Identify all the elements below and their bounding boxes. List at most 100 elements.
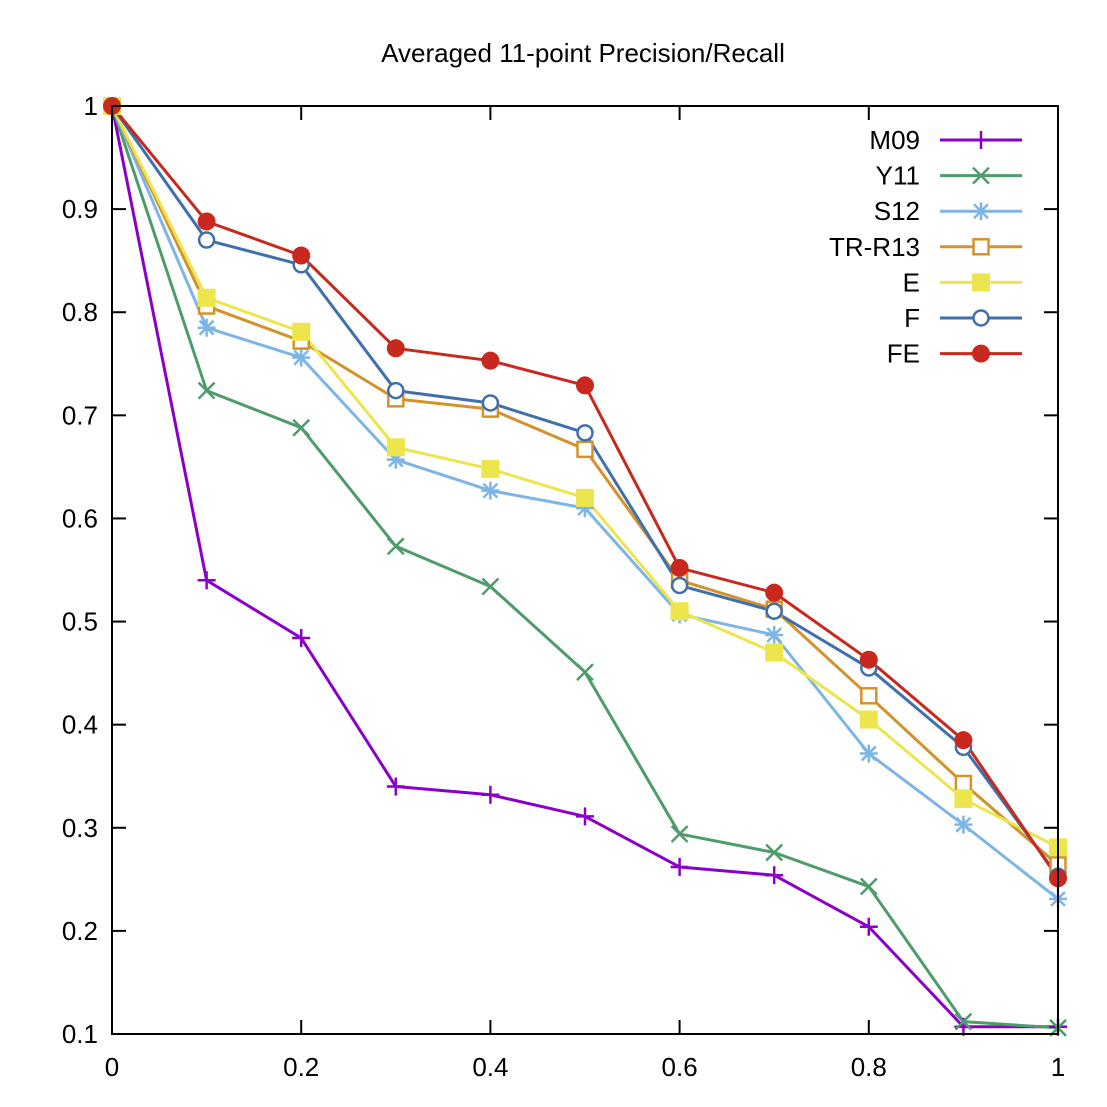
y-tick-label: 1 bbox=[84, 91, 98, 121]
point-f bbox=[765, 602, 783, 620]
y-tick-label: 0.5 bbox=[62, 607, 98, 637]
point-fe-shape bbox=[481, 351, 500, 370]
y-tick-label: 0.9 bbox=[62, 194, 98, 224]
point-y11-d2 bbox=[576, 663, 594, 681]
point-y11-d2 bbox=[670, 825, 689, 843]
y-tick-label: 0.4 bbox=[62, 710, 98, 740]
point-m09 bbox=[670, 857, 689, 876]
point-y11-d2 bbox=[292, 418, 311, 437]
legend-label: FE bbox=[887, 339, 920, 369]
point-m09 bbox=[859, 917, 878, 936]
point-fe bbox=[859, 650, 878, 669]
y-tick-label: 0.1 bbox=[62, 1019, 98, 1049]
point-e-shape bbox=[197, 288, 216, 307]
point-tr-r13-shape bbox=[576, 440, 594, 459]
point-f bbox=[197, 231, 216, 249]
point-y11-d2 bbox=[859, 877, 878, 896]
x-tick-label: 0.2 bbox=[283, 1052, 319, 1082]
y-tick-label: 0.3 bbox=[62, 813, 98, 843]
point-tr-r13 bbox=[860, 687, 878, 705]
point-s12-d2 bbox=[198, 319, 215, 336]
point-s12 bbox=[197, 318, 216, 337]
chart-title: Averaged 11-point Precision/Recall bbox=[381, 38, 785, 68]
point-s12-d2 bbox=[766, 627, 783, 643]
point-e bbox=[292, 322, 311, 341]
legend-marker bbox=[972, 309, 990, 327]
point-fe-shape bbox=[765, 583, 784, 602]
legend-item-fe: FE bbox=[887, 339, 1022, 369]
point-y11 bbox=[386, 537, 405, 556]
point-m09 bbox=[386, 777, 405, 796]
point-e bbox=[197, 288, 216, 307]
point-f bbox=[576, 424, 594, 442]
y-tick-label: 0.2 bbox=[62, 916, 98, 946]
legend-marker-shape bbox=[972, 273, 990, 292]
point-e bbox=[386, 438, 405, 457]
point-m09 bbox=[481, 785, 500, 804]
point-y11 bbox=[670, 825, 689, 843]
point-tr-r13-shape bbox=[954, 774, 973, 793]
x-tick-label: 0.4 bbox=[472, 1052, 508, 1082]
x-tick-label: 0.8 bbox=[851, 1052, 887, 1082]
point-f bbox=[387, 381, 405, 400]
point-y11 bbox=[197, 381, 216, 400]
point-s12 bbox=[765, 625, 784, 644]
point-e-shape bbox=[292, 322, 311, 341]
point-fe bbox=[670, 558, 689, 577]
point-y11 bbox=[859, 877, 878, 896]
point-f-shape bbox=[670, 576, 689, 595]
legend: M09 Y11 S12 TR-R13 EF FE bbox=[829, 125, 1022, 369]
point-e-shape bbox=[386, 438, 405, 457]
point-e-shape bbox=[670, 602, 689, 621]
point-e bbox=[765, 643, 784, 662]
plot-frame bbox=[111, 105, 1059, 1035]
point-e-shape bbox=[765, 643, 784, 662]
axis-tick-labels: 0 0.2 0.4 0.6 0.8 1 0.1 0.2 0.3 0.4 0.5 0.6 0.7 0.8 0.… bbox=[62, 91, 1065, 1082]
legend-item-m09: M09 bbox=[869, 125, 1022, 155]
legend-marker bbox=[972, 202, 990, 221]
legend-item-e: E bbox=[903, 267, 1022, 297]
point-y11 bbox=[954, 1012, 973, 1031]
point-s12-d2 bbox=[860, 745, 877, 762]
point-y11-d2 bbox=[386, 537, 405, 556]
legend-marker-d2 bbox=[973, 203, 989, 220]
point-y11-d2 bbox=[197, 381, 216, 400]
legend-marker bbox=[972, 273, 990, 292]
point-e-shape bbox=[481, 459, 500, 478]
legend-label: M09 bbox=[869, 125, 920, 155]
x-tick-label: 0 bbox=[105, 1052, 119, 1082]
legend-item-tr-r13: TR-R13 bbox=[829, 232, 1022, 262]
point-f bbox=[481, 394, 500, 412]
legend-item-f: F bbox=[904, 303, 1022, 333]
point-tr-r13 bbox=[576, 440, 594, 459]
point-f bbox=[670, 576, 689, 595]
legend-label: TR-R13 bbox=[829, 232, 920, 262]
point-fe-shape bbox=[859, 650, 878, 669]
legend-marker bbox=[972, 166, 990, 185]
point-fe bbox=[765, 583, 784, 602]
point-tr-r13-shape bbox=[860, 687, 878, 705]
legend-label: Y11 bbox=[876, 161, 920, 191]
legend-marker-shape bbox=[972, 238, 990, 256]
legend-marker bbox=[972, 344, 990, 363]
point-s12-d2 bbox=[293, 349, 310, 366]
point-m09 bbox=[765, 866, 784, 885]
point-y11-d2 bbox=[765, 843, 784, 862]
point-y11-d2 bbox=[481, 577, 500, 596]
legend-marker-d2 bbox=[972, 166, 990, 185]
series-lines bbox=[110, 105, 1060, 1030]
legend-marker bbox=[972, 238, 990, 256]
point-e-shape bbox=[859, 710, 878, 729]
point-fe bbox=[954, 731, 973, 750]
point-e bbox=[859, 710, 878, 729]
point-s12-d2 bbox=[482, 482, 499, 499]
series-markers bbox=[103, 97, 1067, 1037]
point-y11 bbox=[576, 663, 594, 681]
point-s12 bbox=[481, 481, 500, 500]
point-s12-d2 bbox=[955, 816, 972, 833]
point-y11 bbox=[765, 843, 784, 862]
point-s12 bbox=[859, 744, 878, 763]
legend-marker-shape bbox=[972, 344, 990, 363]
point-f-shape bbox=[387, 381, 405, 400]
